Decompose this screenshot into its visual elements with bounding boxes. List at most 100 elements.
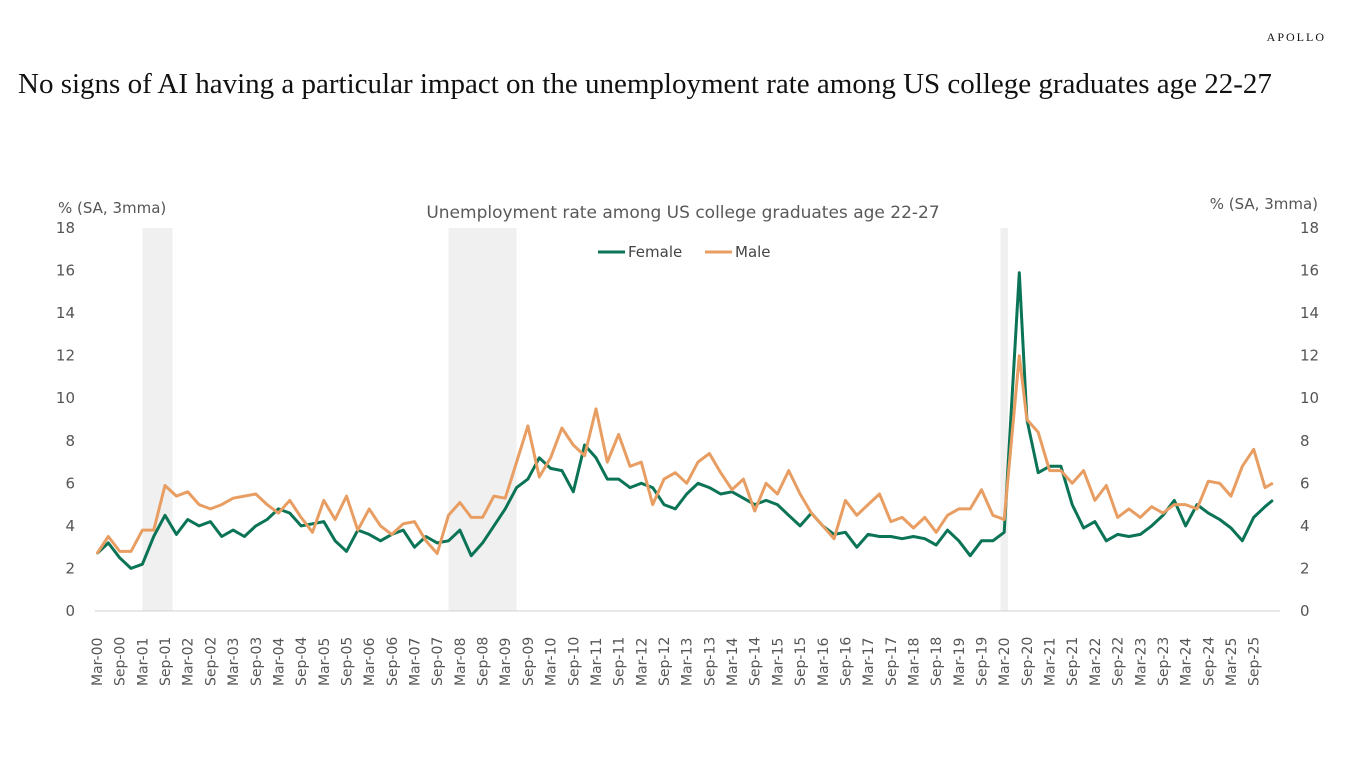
x-tick-label: Sep-01 (158, 637, 174, 686)
x-tick-label: Sep-24 (1201, 637, 1217, 686)
data-point-female (266, 518, 268, 521)
data-point-male (504, 497, 507, 500)
data-point-male (1252, 448, 1255, 451)
data-point-male (867, 503, 869, 506)
data-point-female (844, 531, 847, 534)
apollo-logo: APOLLO (1266, 30, 1326, 44)
data-point-male (1128, 508, 1130, 510)
data-point-female (379, 539, 382, 542)
data-point-male (1094, 499, 1096, 502)
y-tick-label-left: 2 (65, 559, 75, 577)
data-point-male (164, 484, 166, 487)
data-point-male (629, 465, 631, 468)
data-point-male (1048, 469, 1051, 472)
data-point-male (912, 527, 915, 529)
data-point-female (697, 482, 699, 485)
x-tick-label: Mar-15 (770, 638, 786, 686)
recession-band (142, 228, 173, 611)
data-point-male (311, 531, 314, 534)
data-point-female (742, 497, 745, 500)
y-tick-label-left: 6 (65, 474, 75, 492)
data-point-female (878, 535, 881, 538)
data-point-female (1264, 505, 1266, 508)
recession-band (448, 228, 517, 611)
data-point-female (912, 535, 915, 538)
data-point-male (493, 495, 495, 497)
x-tick-label: Sep-00 (113, 637, 129, 686)
data-point-female (867, 533, 869, 536)
data-point-male (413, 520, 416, 523)
data-point-female (924, 537, 926, 540)
data-point-female (209, 520, 212, 523)
data-point-male (209, 508, 212, 510)
data-point-female (1116, 533, 1119, 536)
data-point-female (164, 514, 166, 517)
x-tick-label: Sep-11 (612, 637, 628, 686)
data-point-male (481, 516, 484, 519)
data-point-female (198, 525, 200, 527)
data-point-male (595, 408, 597, 410)
data-point-female (186, 518, 189, 521)
chart-title: Unemployment rate among US college gradu… (426, 203, 939, 223)
data-point-male (1139, 516, 1142, 519)
data-point-male (901, 516, 903, 519)
x-tick-label: Mar-11 (589, 638, 605, 686)
data-point-female (1105, 539, 1108, 542)
data-point-male (685, 482, 688, 485)
data-point-male (572, 444, 575, 446)
data-point-male (719, 471, 722, 474)
data-point-male (1218, 482, 1221, 485)
data-point-male (731, 488, 733, 491)
x-tick-label: Sep-22 (1111, 637, 1127, 686)
data-point-male (1264, 486, 1266, 489)
x-tick-label: Mar-10 (544, 638, 560, 686)
data-point-male (787, 469, 790, 472)
data-point-male (220, 503, 223, 506)
x-tick-label: Mar-25 (1224, 638, 1240, 686)
x-tick-label: Sep-23 (1156, 637, 1172, 686)
data-point-female (334, 539, 336, 542)
data-point-male (391, 533, 393, 536)
data-point-male (753, 510, 756, 512)
data-point-female (1207, 512, 1210, 514)
x-tick-label: Sep-21 (1065, 637, 1081, 686)
data-point-male (130, 550, 132, 553)
data-point-female (572, 491, 575, 493)
data-point-female (220, 535, 223, 538)
data-point-male (980, 488, 983, 491)
data-point-male (266, 503, 268, 506)
data-point-male (935, 531, 937, 534)
data-point-male (1196, 508, 1198, 510)
data-point-male (243, 495, 246, 497)
data-point-female (538, 457, 541, 459)
data-point-male (277, 512, 280, 514)
data-point-female (493, 525, 495, 527)
data-point-female (425, 535, 427, 538)
data-point-male (96, 552, 98, 555)
x-tick-label: Mar-04 (271, 638, 287, 686)
data-point-female (368, 533, 370, 536)
x-tick-label: Sep-13 (702, 637, 718, 686)
data-point-female (130, 567, 132, 570)
legend-label-female: Female (628, 243, 682, 261)
data-point-female (651, 486, 654, 489)
data-point-female (345, 550, 348, 553)
legend-label-male: Male (735, 243, 771, 261)
data-point-male (334, 518, 336, 521)
x-tick-label: Mar-18 (906, 638, 922, 686)
data-point-female (323, 520, 325, 523)
x-tick-label: Mar-08 (453, 638, 469, 686)
x-tick-label: Mar-06 (362, 638, 378, 686)
data-point-female (935, 544, 937, 546)
data-point-male (1105, 484, 1108, 487)
y-tick-label-right: 12 (1300, 347, 1319, 365)
x-tick-label: Sep-25 (1247, 637, 1263, 686)
data-point-female (175, 533, 178, 536)
data-point-female (527, 478, 529, 480)
x-tick-label: Mar-01 (135, 638, 151, 686)
data-point-male (186, 491, 189, 493)
data-point-female (640, 482, 643, 485)
x-tick-label: Mar-24 (1179, 638, 1195, 686)
data-point-female (470, 554, 473, 557)
data-point-female (663, 503, 665, 506)
